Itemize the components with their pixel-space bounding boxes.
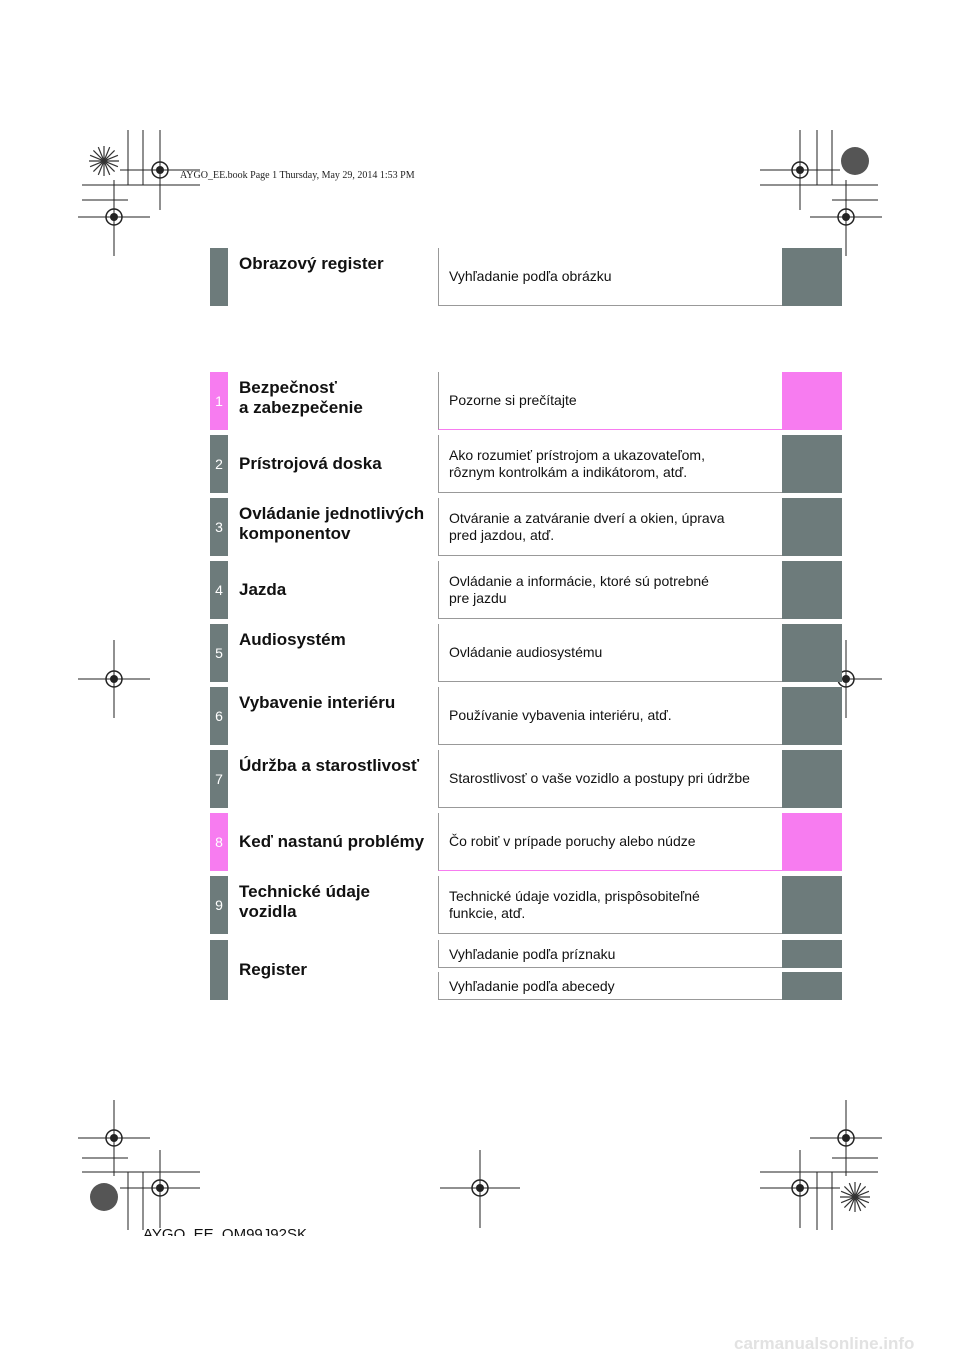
chapter-desc: Ako rozumieť prístrojom a ukazovateľom, … [438,435,783,493]
chapter-row-8[interactable]: 8 Keď nastanú problémy Čo robiť v prípade … [210,813,842,871]
register-row: Register Vyhľadanie podľa príznaku Vyhľa… [210,940,842,1000]
chapter-desc: Ovládanie a informácie, ktoré sú potrebn… [438,561,783,619]
tab-right [782,940,842,968]
chapter-row-2[interactable]: 2 Prístrojová doska Ako rozumieť prístrojo… [210,435,842,493]
tab-right [782,813,842,871]
tab-right [782,561,842,619]
tab-right [782,876,842,934]
footer-code: AYGO_EE_OM99J92SK [143,1226,307,1236]
chapter-number: 6 [210,687,228,745]
chapter-number: 3 [210,498,228,556]
tab-right [782,750,842,808]
chapter-title: Bezpečnosť a zabezpečenie [239,378,363,417]
row-desc: Vyhľadanie podľa obrázku [438,248,783,306]
chapter-row-3[interactable]: 3 Ovládanie jednotlivých komponentov Otvár… [210,498,842,556]
tab-right [782,972,842,1000]
chapter-number: 4 [210,561,228,619]
chapter-title: Prístrojová doska [239,454,382,473]
chapter-number: 7 [210,750,228,808]
chapter-desc: Starostlivosť o vaše vozidlo a postupy p… [438,750,783,808]
chapter-row-6[interactable]: 6 Vybavenie interiéru Používanie vybavenia… [210,687,842,745]
chapter-title: Technické údaje vozidla [239,882,371,921]
watermark: carmanualsonline.info [734,1334,915,1353]
chapter-desc: Pozorne si prečítajte [438,372,783,430]
tab-right [782,435,842,493]
chapter-title: Vybavenie interiéru [239,693,396,712]
tab-left [210,940,228,1000]
book-header: AYGO_EE.book Page 1 Thursday, May 29, 20… [180,170,415,181]
row-title: Obrazový register [239,254,384,273]
tab-right [782,248,842,306]
chapter-title: Ovládanie jednotlivých komponentov [239,504,425,543]
tab-right [782,687,842,745]
chapter-row-4[interactable]: 4 Jazda Ovládanie a informácie, ktoré sú p… [210,561,842,619]
chapter-desc: Používanie vybavenia interiéru, atď. [438,687,783,745]
picture-index-row[interactable]: Obrazový register Vyhľadanie podľa obráz… [210,248,842,306]
chapter-row-5[interactable]: 5 Audiosystém Ovládanie audiosystému [210,624,842,682]
chapter-number: 2 [210,435,228,493]
tab-left [210,248,228,306]
chapter-number: 1 [210,372,228,430]
chapter-desc: Čo robiť v prípade poruchy alebo núdze [438,813,783,871]
chapter-number: 5 [210,624,228,682]
chapter-row-7[interactable]: 7 Údržba a starostlivosť Starostlivosť o v… [210,750,842,808]
chapter-title: Údržba a starostlivosť [239,756,420,775]
chapter-number: 9 [210,876,228,934]
tab-right [782,498,842,556]
chapter-desc: Ovládanie audiosystému [438,624,783,682]
register-item-alphabet[interactable]: Vyhľadanie podľa abecedy [438,972,783,1000]
chapter-row-9[interactable]: 9 Technické údaje vozidla Technické údaje … [210,876,842,934]
tab-right [782,372,842,430]
tab-right [782,624,842,682]
chapter-desc: Technické údaje vozidla, prispôsobiteľné… [438,876,783,934]
chapter-title: Jazda [239,580,287,599]
register-item-symptom[interactable]: Vyhľadanie podľa príznaku [438,940,783,968]
chapter-desc: Otváranie a zatváranie dverí a okien, úp… [438,498,783,556]
chapter-number: 8 [210,813,228,871]
register-title: Register [239,960,308,979]
chapter-title: Keď nastanú problémy [239,832,425,851]
chapter-title: Audiosystém [239,630,346,649]
chapter-row-1[interactable]: 1 Bezpečnosť a zabezpečenie Pozorne si pre… [210,372,842,430]
